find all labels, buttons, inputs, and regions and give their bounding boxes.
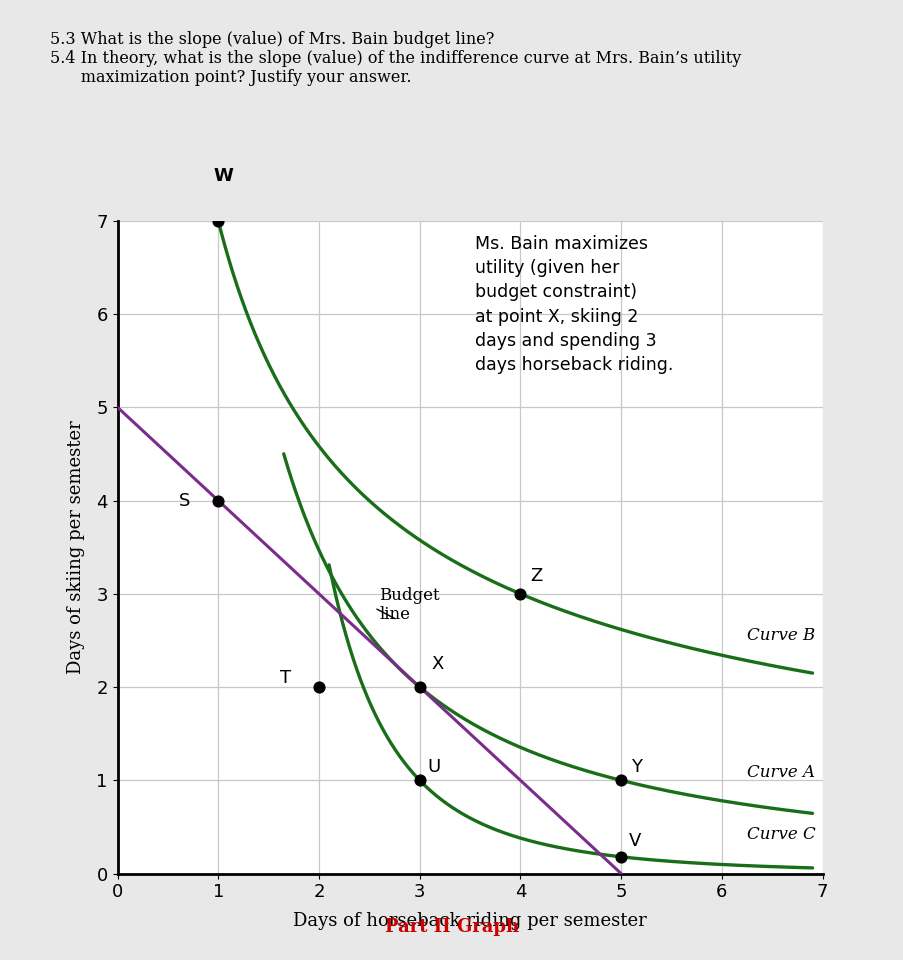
Text: W: W bbox=[213, 167, 233, 185]
Point bbox=[513, 587, 527, 602]
Point bbox=[312, 680, 326, 695]
Y-axis label: Days of skiing per semester: Days of skiing per semester bbox=[67, 420, 85, 674]
Text: S: S bbox=[179, 492, 190, 510]
Text: 5.3 What is the slope (value) of Mrs. Bain budget line?: 5.3 What is the slope (value) of Mrs. Ba… bbox=[50, 31, 494, 48]
Point bbox=[210, 213, 225, 228]
Text: X: X bbox=[432, 655, 443, 673]
Text: Curve C: Curve C bbox=[746, 826, 815, 843]
Text: 5.4 In theory, what is the slope (value) of the indifference curve at Mrs. Bain’: 5.4 In theory, what is the slope (value)… bbox=[50, 50, 740, 67]
Text: Y: Y bbox=[630, 757, 641, 776]
Text: Ms. Bain maximizes
utility (given her
budget constraint)
at point X, skiing 2
da: Ms. Bain maximizes utility (given her bu… bbox=[475, 235, 673, 374]
Point bbox=[210, 492, 225, 508]
Text: Curve A: Curve A bbox=[746, 764, 815, 781]
Point bbox=[613, 773, 628, 788]
Text: U: U bbox=[427, 757, 441, 776]
Text: maximization point? Justify your answer.: maximization point? Justify your answer. bbox=[50, 69, 411, 86]
Text: Z: Z bbox=[530, 566, 542, 585]
Text: V: V bbox=[628, 832, 641, 851]
Text: Curve B: Curve B bbox=[746, 627, 815, 644]
Point bbox=[613, 850, 628, 865]
X-axis label: Days of horseback riding per semester: Days of horseback riding per semester bbox=[293, 912, 647, 930]
Text: Part II Graph: Part II Graph bbox=[385, 918, 518, 936]
Point bbox=[412, 773, 426, 788]
Text: Budget
line: Budget line bbox=[379, 587, 440, 623]
Point bbox=[412, 680, 426, 695]
Text: T: T bbox=[279, 669, 291, 686]
